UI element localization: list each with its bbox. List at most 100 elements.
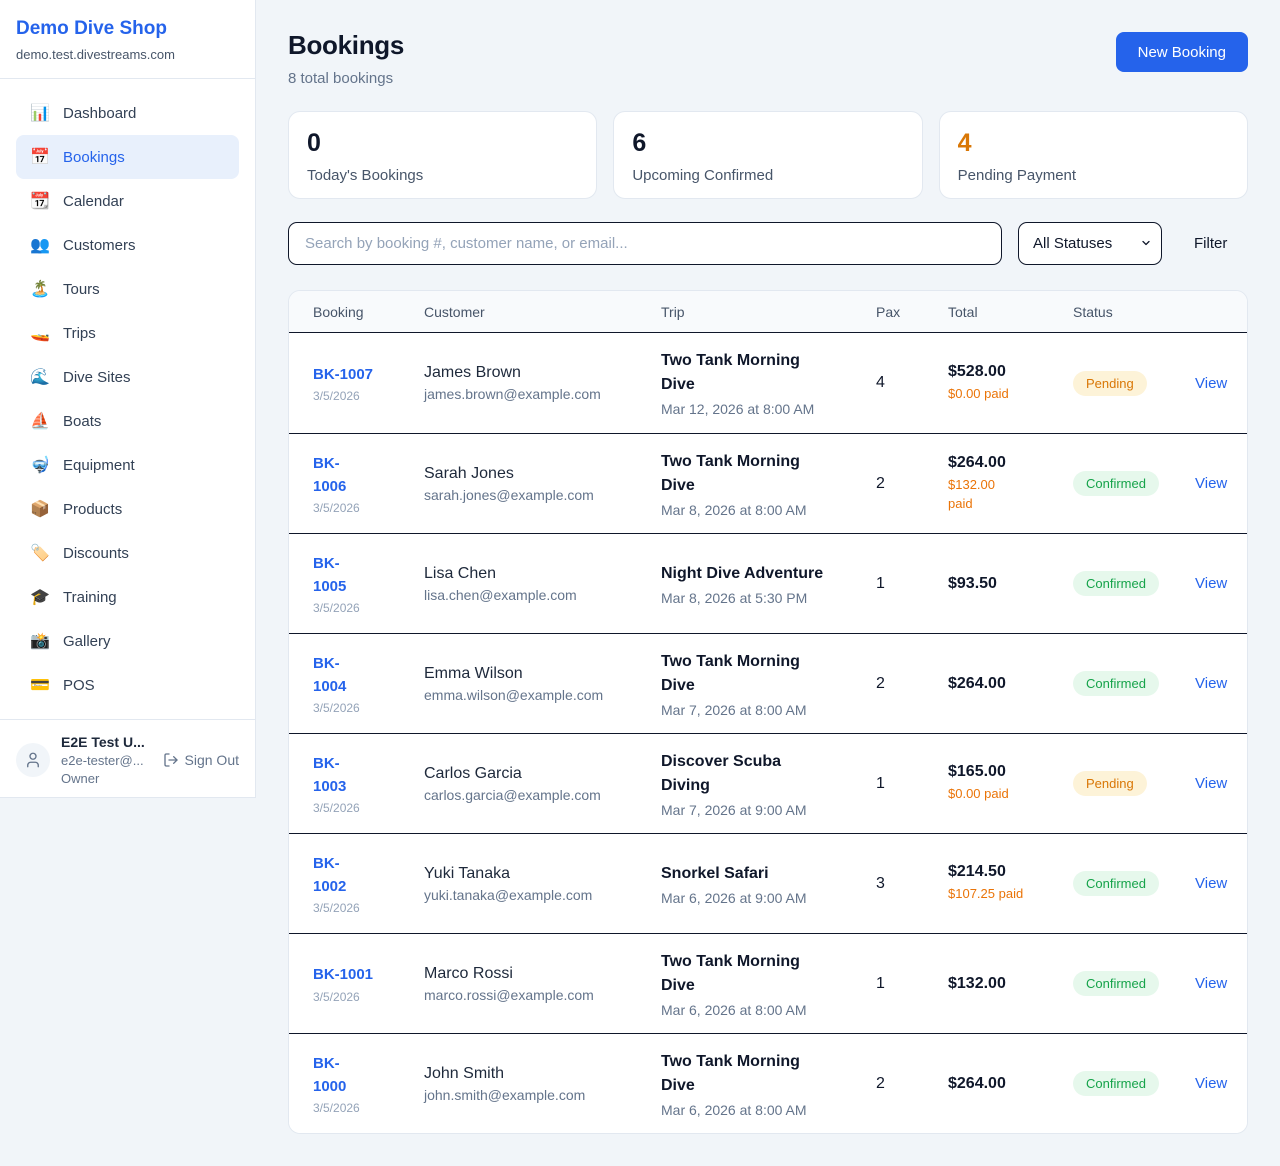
sign-out-button[interactable]: Sign Out	[163, 752, 239, 768]
sidebar-item-trips[interactable]: 🚤 Trips	[16, 311, 239, 355]
sidebar-item-products[interactable]: 📦 Products	[16, 487, 239, 531]
stat-label: Upcoming Confirmed	[632, 166, 774, 184]
sidebar-item-training[interactable]: 🎓 Training	[16, 575, 239, 619]
table-row: BK- 1000 3/5/2026 John Smith john.smith@…	[289, 1033, 1247, 1133]
total-amount: $264.00	[948, 674, 1006, 692]
sidebar-item-label: Customers	[63, 236, 136, 254]
view-link[interactable]: View	[1195, 1075, 1228, 1092]
stat-label: Today's Bookings	[307, 166, 424, 184]
trip-datetime: Mar 8, 2026 at 5:30 PM	[661, 589, 808, 606]
view-link[interactable]: View	[1195, 374, 1228, 392]
table-header: Booking Customer Trip Pax Total Status	[289, 291, 1247, 333]
nav-icon: 🏷️	[30, 545, 50, 562]
sidebar-item-label: Training	[63, 588, 117, 606]
nav-icon: 📅	[30, 149, 50, 166]
booking-date: 3/5/2026	[313, 501, 360, 516]
booking-date: 3/5/2026	[313, 601, 360, 616]
total-amount: $214.50	[948, 863, 1006, 881]
trip-cell: Two Tank Morning Dive Mar 7, 2026 at 8:0…	[661, 650, 876, 718]
status-badge: Confirmed	[1073, 1071, 1159, 1096]
nav-icon: 📦	[30, 501, 50, 518]
sidebar-item-bookings[interactable]: 📅 Bookings	[16, 135, 239, 179]
booking-id-link[interactable]: BK- 1005	[313, 554, 347, 595]
view-link[interactable]: View	[1195, 775, 1228, 792]
sidebar-item-boats[interactable]: ⛵ Boats	[16, 399, 239, 443]
filter-button[interactable]: Filter	[1194, 235, 1228, 252]
booking-cell: BK-1007 3/5/2026	[313, 363, 424, 403]
sidebar-item-customers[interactable]: 👥 Customers	[16, 223, 239, 267]
user-panel: E2E Test U... e2e-tester@... Owner Sign …	[0, 719, 255, 800]
total-amount: $528.00	[948, 362, 1006, 380]
status-cell: Confirmed	[1073, 971, 1195, 996]
total-cell: $528.00 $0.00 paid	[948, 363, 1073, 404]
view-link[interactable]: View	[1195, 875, 1228, 892]
customer-name: John Smith	[424, 1064, 505, 1082]
booking-id-link[interactable]: BK-1001	[313, 966, 374, 984]
trip-cell: Two Tank Morning Dive Mar 8, 2026 at 8:0…	[661, 450, 876, 518]
booking-date: 3/5/2026	[313, 801, 360, 816]
trip-name: Two Tank Morning Dive	[661, 652, 800, 694]
booking-id-link[interactable]: BK- 1003	[313, 754, 347, 795]
booking-id-link[interactable]: BK- 1002	[313, 854, 347, 895]
booking-cell: BK- 1004 3/5/2026	[313, 652, 424, 716]
view-link[interactable]: View	[1195, 975, 1228, 992]
trip-cell: Two Tank Morning Dive Mar 6, 2026 at 8:0…	[661, 950, 876, 1018]
stat-label: Pending Payment	[957, 166, 1077, 184]
sidebar-item-label: Trips	[63, 324, 96, 342]
sidebar-item-dive-sites[interactable]: 🌊 Dive Sites	[16, 355, 239, 399]
user-role: Owner	[61, 771, 100, 786]
new-booking-button[interactable]: New Booking	[1115, 32, 1248, 72]
status-cell: Confirmed	[1073, 471, 1195, 496]
pax-value: 2	[876, 474, 885, 492]
page-subtitle: 8 total bookings	[288, 70, 394, 87]
view-link[interactable]: View	[1195, 475, 1228, 492]
table-row: BK- 1003 3/5/2026 Carlos Garcia carlos.g…	[289, 733, 1247, 833]
column-header-customer: Customer	[424, 303, 485, 320]
sidebar-item-discounts[interactable]: 🏷️ Discounts	[16, 531, 239, 575]
status-cell: Confirmed	[1073, 671, 1195, 696]
table-row: BK- 1002 3/5/2026 Yuki Tanaka yuki.tanak…	[289, 833, 1247, 933]
pax-value: 3	[876, 874, 885, 892]
sidebar-item-label: Dashboard	[63, 104, 137, 122]
stat-card: 0 Today's Bookings	[288, 111, 598, 199]
booking-cell: BK- 1002 3/5/2026	[313, 852, 424, 916]
booking-cell: BK- 1000 3/5/2026	[313, 1052, 424, 1116]
total-amount: $264.00	[948, 453, 1006, 471]
trip-cell: Two Tank Morning Dive Mar 6, 2026 at 8:0…	[661, 1050, 876, 1118]
customer-cell: Emma Wilson emma.wilson@example.com	[424, 665, 661, 703]
booking-id-link[interactable]: BK- 1000	[313, 1054, 347, 1095]
trip-datetime: Mar 8, 2026 at 8:00 AM	[661, 501, 807, 518]
sidebar-item-equipment[interactable]: 🤿 Equipment	[16, 443, 239, 487]
sidebar-item-dashboard[interactable]: 📊 Dashboard	[16, 91, 239, 135]
view-link[interactable]: View	[1195, 575, 1228, 592]
column-header-pax: Pax	[876, 303, 901, 320]
customer-name: Marco Rossi	[424, 964, 513, 982]
sidebar-item-tours[interactable]: 🏝️ Tours	[16, 267, 239, 311]
trip-cell: Night Dive Adventure Mar 8, 2026 at 5:30…	[661, 562, 876, 606]
trip-datetime: Mar 6, 2026 at 8:00 AM	[661, 1101, 807, 1118]
booking-id-link[interactable]: BK- 1006	[313, 454, 347, 495]
avatar	[16, 743, 50, 777]
status-select-wrap: All Statuses	[1018, 222, 1162, 265]
user-meta: E2E Test U... e2e-tester@... Owner	[61, 734, 145, 786]
stat-value: 6	[632, 129, 647, 157]
total-cell: $264.00	[948, 1075, 1073, 1093]
sidebar-item-gallery[interactable]: 📸 Gallery	[16, 619, 239, 663]
sidebar-item-calendar[interactable]: 📆 Calendar	[16, 179, 239, 223]
booking-id-link[interactable]: BK-1007	[313, 365, 374, 383]
table-body: BK-1007 3/5/2026 James Brown james.brown…	[289, 333, 1247, 1133]
trip-name: Two Tank Morning Dive	[661, 452, 800, 494]
sidebar-item-label: Tours	[63, 280, 100, 298]
total-amount: $132.00	[948, 974, 1006, 992]
view-link[interactable]: View	[1195, 675, 1228, 692]
search-input[interactable]	[288, 222, 1002, 265]
total-amount: $93.50	[948, 574, 997, 592]
trip-name: Discover Scuba Diving	[661, 752, 782, 794]
booking-id-link[interactable]: BK- 1004	[313, 654, 347, 695]
filter-row: All Statuses Filter	[288, 222, 1248, 265]
status-badge: Confirmed	[1073, 871, 1159, 896]
sidebar-item-label: POS	[63, 676, 95, 694]
status-select[interactable]: All Statuses	[1018, 222, 1162, 265]
nav-icon: 💳	[30, 677, 50, 694]
sidebar-item-pos[interactable]: 💳 POS	[16, 663, 239, 707]
